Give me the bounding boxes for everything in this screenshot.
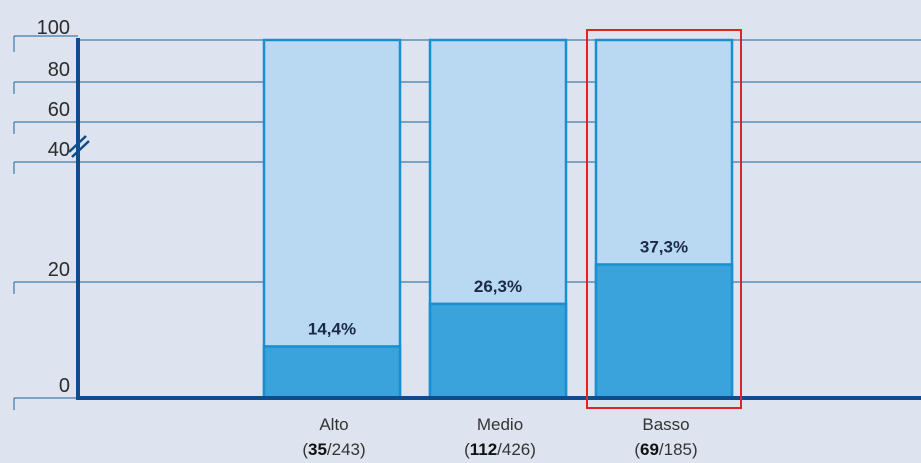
y-tick-label: 100: [37, 17, 70, 39]
bars: 14,4% 26,3% 37,3%: [262, 38, 734, 400]
highlight-box: [586, 29, 742, 409]
data-label: 14,4%: [308, 319, 356, 338]
axis-break-mark: [68, 135, 90, 158]
category-label: Medio: [477, 415, 523, 434]
category-labels: Alto (35/243) Medio (112/426) Basso (69/185): [302, 415, 697, 459]
axes: [68, 38, 921, 400]
category-label: Basso: [642, 415, 689, 434]
y-tick-label: 0: [59, 375, 70, 397]
y-tick-label: 20: [48, 259, 70, 281]
category-label: Alto: [319, 415, 348, 434]
bar-total: [262, 38, 402, 400]
y-tick-label: 80: [48, 59, 70, 81]
bar-value: [594, 263, 734, 400]
y-tick-label: 40: [48, 139, 70, 161]
category-count: (69/185): [634, 440, 697, 459]
category-count: (112/426): [464, 440, 536, 459]
category-count: (35/243): [302, 440, 365, 459]
data-label: 26,3%: [474, 277, 522, 296]
data-label: 37,3%: [640, 237, 688, 256]
y-tick-label: 60: [48, 99, 70, 121]
bar-value: [262, 345, 402, 400]
bar-value: [428, 302, 568, 400]
y-tick-labels: 0 20 40 60 80 100: [37, 17, 70, 397]
